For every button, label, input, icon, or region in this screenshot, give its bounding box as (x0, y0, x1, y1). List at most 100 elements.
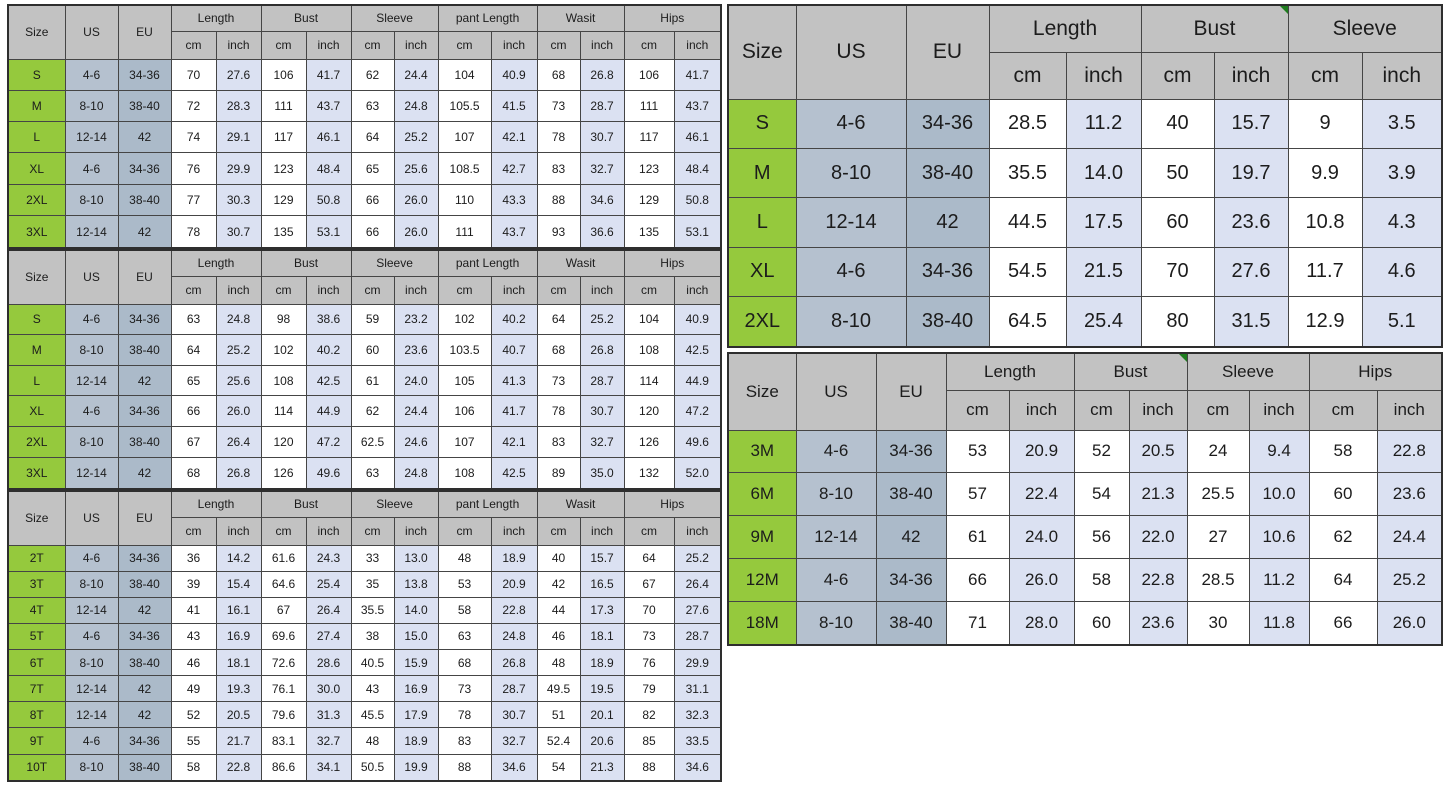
eu-column-header: EU (875, 352, 947, 431)
us-size-cell: 12-14 (64, 121, 119, 154)
us-size-cell: 4-6 (64, 727, 119, 755)
measurement-value-cell: 46 (170, 648, 217, 677)
measurement-value-cell: 76.1 (260, 675, 307, 703)
size-label-cell: 10T (7, 753, 66, 782)
measurement-value-cell: 35.0 (579, 456, 625, 490)
unit-header: inch (215, 275, 262, 305)
size-label-cell: 6M (727, 472, 797, 517)
measurement-value-cell: 5.1 (1361, 296, 1443, 348)
measure-group-header: Hips (1308, 352, 1443, 391)
size-row: M 8-10 38-40 64 25.2 102 40.2 60 23.6 103.5 40.7 68… (7, 334, 722, 366)
size-row: L 12-14 42 44.5 17.5 60 23.6 10.8 4.3 (727, 197, 1443, 248)
measurement-value-cell: 22.8 (490, 596, 538, 624)
size-row: 2T 4-6 34-36 36 14.2 61.6 24.3 33 13.0 48 18.9 40 15… (7, 544, 722, 572)
measurement-value-cell: 26.0 (1008, 557, 1075, 602)
us-size-cell: 8-10 (795, 296, 907, 348)
measurement-value-cell: 41.7 (673, 58, 722, 91)
us-size-cell: 4-6 (64, 152, 119, 185)
measure-group-header: Hips (623, 249, 722, 277)
unit-header: inch (393, 516, 439, 546)
measurement-value-cell: 82 (623, 701, 675, 729)
measurement-value-cell: 13.0 (393, 544, 439, 572)
measurement-value-cell: 51 (536, 701, 581, 729)
measurement-value-cell: 78 (170, 215, 217, 249)
measurement-value-cell: 79.6 (260, 701, 307, 729)
measurement-value-cell: 9 (1287, 98, 1363, 149)
size-row: L 12-14 42 65 25.6 108 42.5 61 24.0 105 41.3 73 28.7… (7, 364, 722, 397)
eu-size-cell: 34-36 (905, 98, 990, 149)
size-row: XL 4-6 34-36 54.5 21.5 70 27.6 11.7 4.6 (727, 246, 1443, 298)
measure-group-header: Sleeve (350, 249, 439, 277)
measurement-value-cell: 10.0 (1248, 472, 1310, 517)
size-row: M 8-10 38-40 35.5 14.0 50 19.7 9.9 3.9 (727, 147, 1443, 199)
measure-group-header: Sleeve (350, 4, 439, 32)
measurement-value-cell: 26.0 (393, 183, 439, 217)
size-column-header: Size (727, 4, 797, 100)
size-label-cell: 6T (7, 648, 66, 677)
measurement-value-cell: 26.4 (215, 426, 262, 458)
eu-size-cell: 38-40 (905, 147, 990, 199)
measure-group-header: Wasit (536, 490, 625, 518)
unit-header: cm (260, 516, 307, 546)
measurement-value-cell: 57 (945, 472, 1010, 517)
measure-group-header: Length (988, 4, 1142, 53)
measurement-value-cell: 3.5 (1361, 98, 1443, 149)
size-column-header: Size (7, 4, 66, 60)
measurement-value-cell: 20.5 (215, 701, 262, 729)
measurement-value-cell: 28.7 (579, 364, 625, 397)
measurement-value-cell: 83 (536, 152, 581, 185)
measurement-value-cell: 24.4 (393, 58, 439, 91)
measurement-value-cell: 60 (1308, 472, 1378, 517)
measurement-value-cell: 108 (260, 364, 307, 397)
measurement-value-cell: 48 (437, 544, 492, 572)
unit-header: cm (350, 516, 395, 546)
measurement-value-cell: 13.8 (393, 570, 439, 598)
measurement-value-cell: 73 (536, 364, 581, 397)
unit-header: inch (215, 516, 262, 546)
measurement-value-cell: 62 (350, 395, 395, 428)
measurement-value-cell: 108.5 (437, 152, 492, 185)
measurement-value-cell: 21.3 (579, 753, 625, 782)
measurement-value-cell: 58 (1073, 557, 1130, 602)
measurement-value-cell: 123 (623, 152, 675, 185)
us-size-cell: 12-14 (64, 364, 119, 397)
measurement-value-cell: 21.7 (215, 727, 262, 755)
measurement-value-cell: 78 (536, 395, 581, 428)
measurement-value-cell: 20.6 (579, 727, 625, 755)
measurement-value-cell: 31.5 (1213, 296, 1289, 348)
measurement-value-cell: 29.9 (673, 648, 722, 677)
measurement-value-cell: 10.8 (1287, 197, 1363, 248)
unit-header: cm (350, 275, 395, 305)
measurement-value-cell: 22.8 (1376, 429, 1443, 474)
us-size-cell: 8-10 (64, 334, 119, 366)
us-size-cell: 8-10 (795, 147, 907, 199)
measurement-value-cell: 107 (437, 121, 492, 154)
measurement-value-cell: 62.5 (350, 426, 395, 458)
size-label-cell: M (7, 334, 66, 366)
measurement-value-cell: 64 (1308, 557, 1378, 602)
measurement-value-cell: 32.7 (490, 727, 538, 755)
measurement-value-cell: 111 (623, 89, 675, 123)
measurement-value-cell: 32.7 (305, 727, 352, 755)
measurement-value-cell: 61 (945, 515, 1010, 559)
eu-size-cell: 38-40 (117, 334, 172, 366)
measurement-value-cell: 77 (170, 183, 217, 217)
measurement-value-cell: 44.9 (305, 395, 352, 428)
measurement-value-cell: 40.2 (490, 303, 538, 336)
unit-header: cm (437, 30, 492, 60)
us-size-cell: 4-6 (795, 429, 877, 474)
measurement-value-cell: 30.7 (215, 215, 262, 249)
measurement-value-cell: 106 (260, 58, 307, 91)
measurement-value-cell: 50.5 (350, 753, 395, 782)
measurement-value-cell: 34.1 (305, 753, 352, 782)
measurement-value-cell: 40.9 (490, 58, 538, 91)
measurement-value-cell: 25.2 (673, 544, 722, 572)
measurement-value-cell: 54.5 (988, 246, 1067, 298)
measurement-value-cell: 46.1 (305, 121, 352, 154)
measurement-value-cell: 129 (623, 183, 675, 217)
measurement-value-cell: 48.4 (305, 152, 352, 185)
size-label-cell: S (727, 98, 797, 149)
measurement-value-cell: 43 (350, 675, 395, 703)
unit-header: inch (1361, 51, 1443, 100)
measurement-value-cell: 98 (260, 303, 307, 336)
